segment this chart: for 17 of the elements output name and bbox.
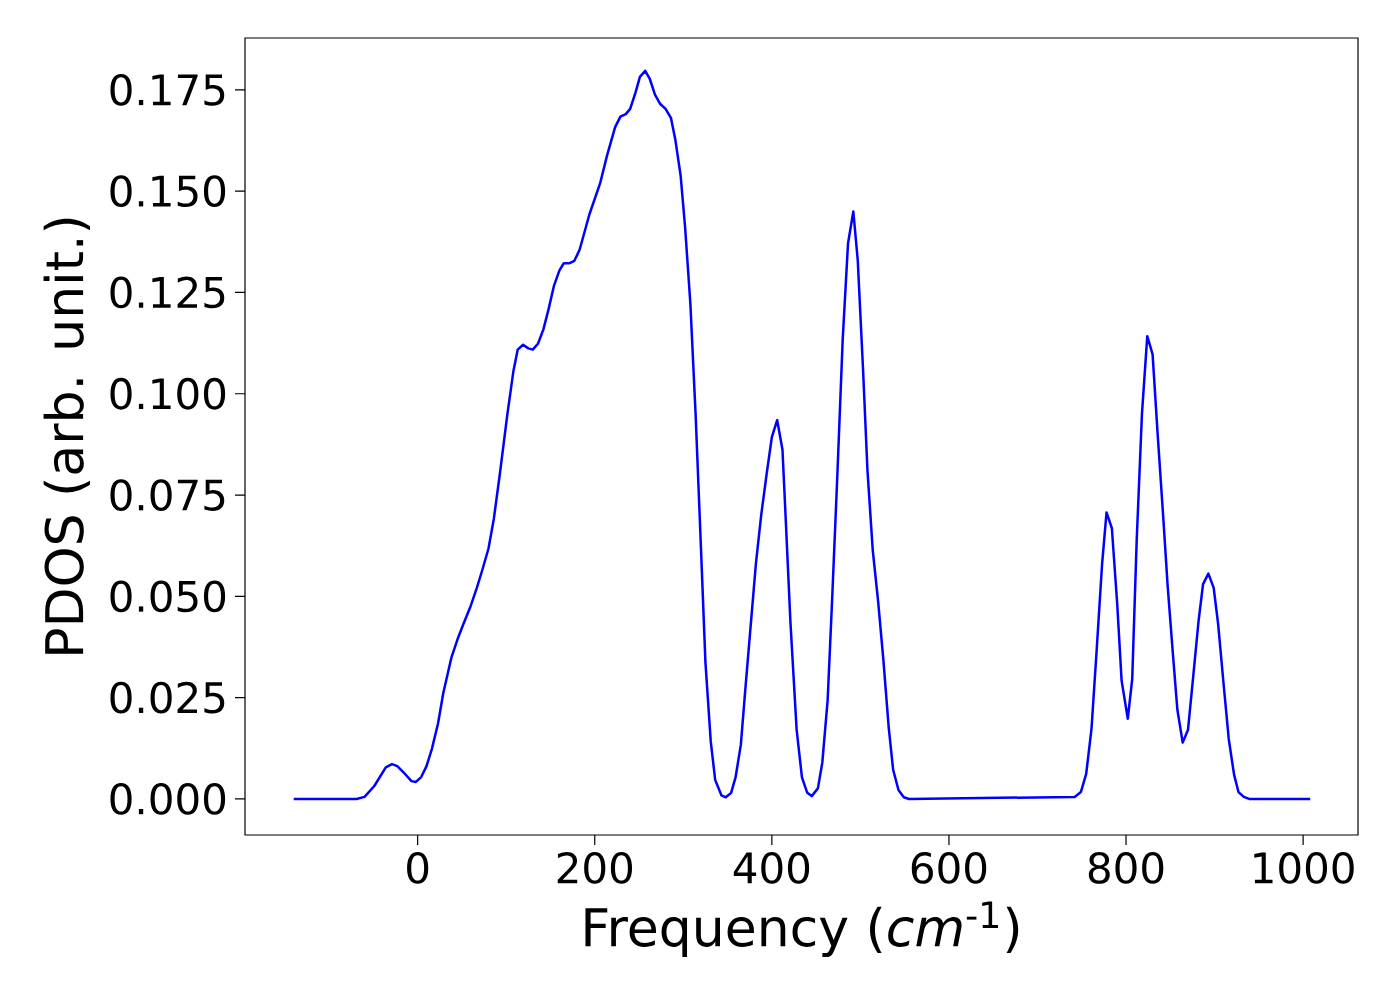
x-tick-label: 1000 [1254, 852, 1354, 884]
x-tick-label: 0 [407, 852, 429, 884]
y-tick-label: 0.000 [110, 783, 226, 815]
y-tick-label: 0.025 [110, 681, 225, 714]
y-tick-label: 0.100 [110, 377, 226, 410]
x-tick-label: 600 [911, 852, 987, 884]
x-tick-label: 200 [557, 852, 633, 884]
y-tick-label: 0.050 [110, 580, 226, 613]
x-axis-title: Frequency (cm$^{-1}$) [585, 901, 1019, 957]
line-series [292, 69, 1312, 801]
y-axis-title: PDOS (arb. unit.) [43, 218, 90, 654]
y-tick-label: 0.125 [110, 276, 225, 309]
y-tick-label: 0.150 [110, 175, 226, 208]
y-tick-label: 0.175 [110, 73, 225, 106]
x-tick-label: 800 [1088, 852, 1164, 884]
x-tick-label: 400 [733, 852, 810, 884]
y-tick-label: 0.075 [110, 479, 225, 511]
